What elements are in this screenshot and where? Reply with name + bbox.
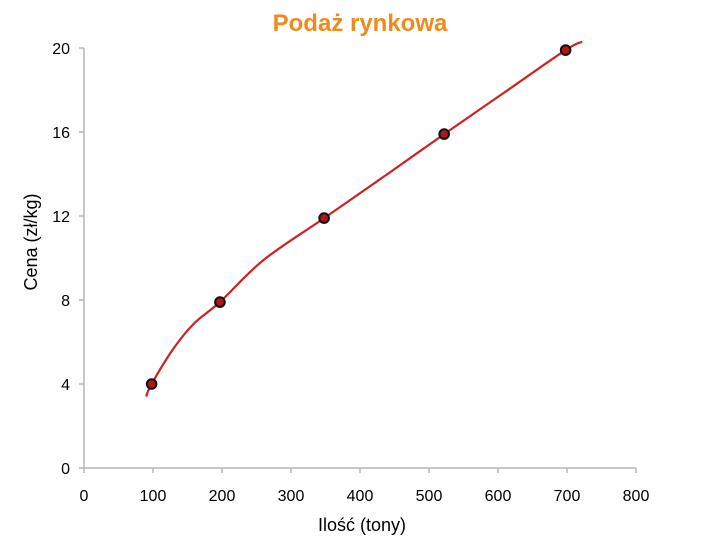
x-tick-label: 300	[278, 488, 305, 505]
x-axis-label: Ilość (tony)	[318, 515, 406, 535]
y-tick-label: 16	[52, 125, 70, 142]
series-markers	[145, 44, 572, 390]
y-tick-label: 4	[61, 377, 70, 394]
x-tick-label: 0	[80, 488, 89, 505]
y-tick-label: 8	[61, 293, 70, 310]
axes	[83, 48, 636, 469]
x-tick-label: 800	[623, 488, 650, 505]
data-point	[559, 44, 572, 56]
data-point	[438, 128, 450, 140]
x-tick-label: 200	[209, 488, 236, 505]
x-tick-label: 400	[347, 488, 374, 505]
series-line	[145, 40, 583, 398]
x-tick-label: 600	[485, 488, 512, 505]
y-tick-label: 12	[52, 209, 70, 226]
y-tick-label: 0	[61, 461, 70, 478]
y-axis-label: Cena (zł/kg)	[21, 193, 41, 290]
y-tick-labels: 0 4 8 12 16 20	[52, 41, 84, 478]
x-tick-label: 700	[554, 488, 581, 505]
y-tick-label: 20	[52, 41, 70, 58]
x-tick-labels: 0 100 200 300 400 500 600 700 800	[80, 468, 650, 505]
x-tick-label: 100	[140, 488, 167, 505]
chart-title: Podaż rynkowa	[273, 10, 448, 37]
data-point	[318, 212, 330, 224]
data-point	[145, 378, 158, 390]
data-point	[214, 296, 226, 308]
x-tick-label: 500	[416, 488, 443, 505]
